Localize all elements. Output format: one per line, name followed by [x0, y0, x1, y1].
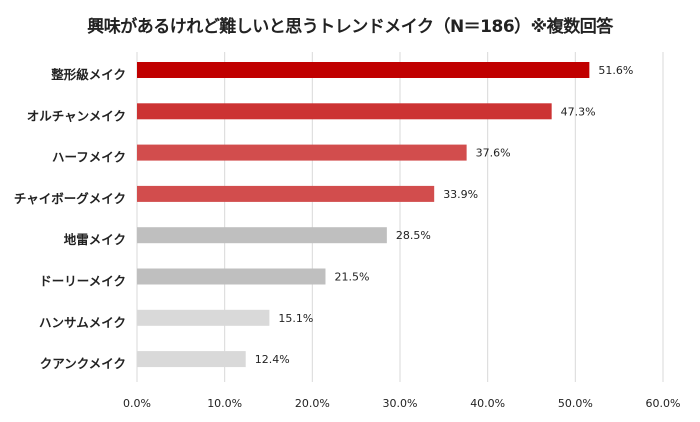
- bar: [137, 62, 590, 78]
- category-label: クアンクメイク: [40, 356, 126, 371]
- x-tick-label: 0.0%: [123, 397, 151, 410]
- data-label: 12.4%: [255, 353, 290, 366]
- x-tick-label: 50.0%: [558, 397, 593, 410]
- data-label: 47.3%: [561, 105, 596, 118]
- data-label: 33.9%: [443, 188, 478, 201]
- data-label: 37.6%: [476, 147, 511, 160]
- bar: [137, 227, 387, 244]
- chart-title: 興味があるけれど難しいと思うトレンドメイク（N＝186）※複数回答: [87, 17, 613, 37]
- category-label: 地雷メイク: [64, 232, 126, 247]
- x-tick-label: 10.0%: [207, 397, 242, 410]
- bar: [137, 185, 435, 202]
- data-label: 15.1%: [278, 312, 313, 325]
- category-label: ハーフメイク: [52, 150, 126, 165]
- category-label: ハンサムメイク: [39, 315, 126, 330]
- data-label: 21.5%: [334, 271, 369, 284]
- bar: [137, 268, 326, 285]
- bar: [137, 144, 467, 161]
- x-tick-label: 30.0%: [383, 397, 418, 410]
- bar: [137, 351, 246, 368]
- category-label: チャイボーグメイク: [14, 191, 126, 206]
- data-label: 51.6%: [598, 64, 633, 77]
- category-label: オルチャンメイク: [27, 108, 126, 123]
- category-label: 整形級メイク: [51, 67, 126, 82]
- category-label: ドーリーメイク: [39, 274, 126, 289]
- bar: [137, 103, 552, 120]
- bar: [137, 309, 270, 326]
- x-tick-label: 20.0%: [295, 397, 330, 410]
- x-tick-label: 40.0%: [470, 397, 505, 410]
- data-label: 28.5%: [396, 229, 431, 242]
- x-tick-label: 60.0%: [646, 397, 681, 410]
